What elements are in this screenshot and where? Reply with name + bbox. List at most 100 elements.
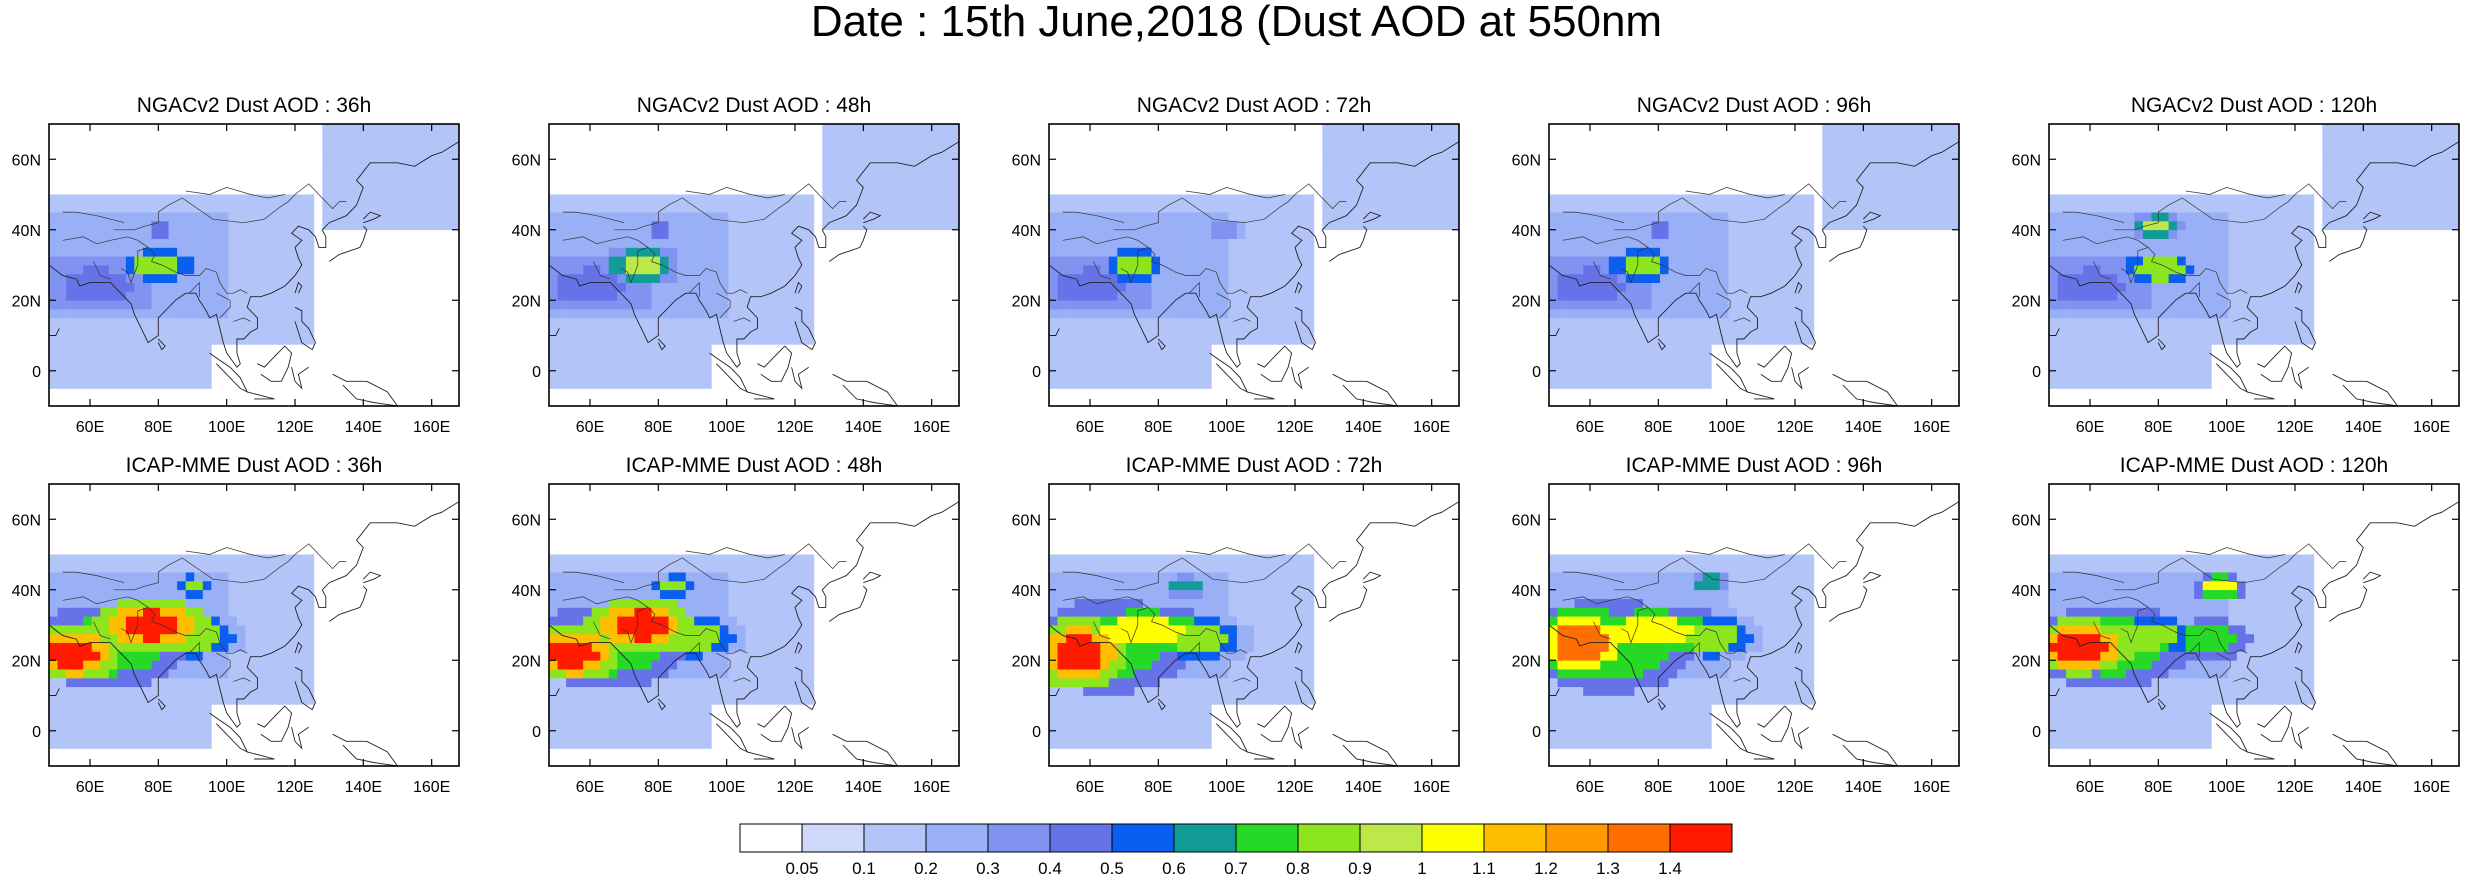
aod-cell <box>1702 194 1712 204</box>
aod-cell <box>1228 309 1238 319</box>
aod-cell <box>1108 309 1118 319</box>
aod-cell <box>1185 256 1195 266</box>
aod-cell <box>185 642 195 652</box>
coastline <box>362 211 382 224</box>
aod-cell <box>1685 212 1695 222</box>
aod-cell <box>450 176 459 187</box>
aod-cell <box>1117 265 1127 275</box>
aod-cell <box>1685 203 1695 213</box>
aod-cell <box>1643 247 1652 257</box>
aod-cell <box>194 361 204 372</box>
aod-cell <box>1882 141 1891 151</box>
aod-cell <box>296 580 306 591</box>
aod-cell <box>1822 159 1832 169</box>
aod-cell <box>899 141 909 151</box>
aod-cell <box>2083 300 2093 310</box>
aod-cell <box>185 203 195 213</box>
aod-cell <box>1566 326 1575 336</box>
aod-cell <box>219 589 229 599</box>
aod-cell <box>296 554 306 564</box>
aod-cell <box>66 572 75 582</box>
aod-cell <box>305 282 315 292</box>
aod-cell <box>1719 256 1729 266</box>
aod-cell <box>74 686 84 696</box>
aod-cell <box>202 326 212 336</box>
aod-cell <box>1728 273 1738 283</box>
aod-cell <box>916 185 926 195</box>
aod-cell <box>1160 326 1169 336</box>
aod-cell <box>668 220 678 231</box>
aod-cell <box>1100 194 1110 204</box>
aod-cell <box>262 335 272 345</box>
aod-cell <box>1677 220 1686 231</box>
aod-cell <box>1365 176 1374 187</box>
aod-cell <box>2416 185 2426 195</box>
aod-cell <box>66 730 75 740</box>
aod-cell <box>779 203 789 213</box>
aod-cell <box>899 194 909 204</box>
aod-cell <box>185 247 195 257</box>
aod-cell <box>796 265 806 275</box>
aod-cell <box>1762 247 1772 257</box>
aod-cell <box>57 291 67 301</box>
aod-cell <box>1668 370 1678 380</box>
aod-cell <box>83 642 93 652</box>
aod-cell <box>1177 309 1186 319</box>
aod-cell <box>160 704 169 714</box>
aod-cell <box>651 344 661 354</box>
aod-cell <box>1279 256 1289 266</box>
aod-cell <box>1694 238 1704 248</box>
aod-cell <box>600 203 610 213</box>
aod-cell <box>91 633 101 643</box>
aod-cell <box>2108 309 2118 319</box>
aod-cell <box>74 677 84 688</box>
aod-cell <box>1365 132 1374 142</box>
aod-cell <box>424 185 434 195</box>
aod-cell <box>711 309 721 319</box>
aod-cell <box>185 572 195 582</box>
aod-cell <box>160 229 169 239</box>
aod-cell <box>2151 220 2161 231</box>
aod-cell <box>1168 326 1178 336</box>
aod-cell <box>245 335 255 345</box>
aod-cell <box>1643 256 1652 266</box>
aod-cell <box>100 370 110 380</box>
country-border <box>185 547 285 559</box>
aod-cell <box>2450 194 2459 204</box>
aod-cell <box>1091 229 1101 239</box>
aod-cell <box>1091 300 1101 310</box>
aod-cell <box>1651 203 1661 213</box>
aod-cell <box>1407 150 1417 160</box>
aod-cell <box>1091 353 1101 363</box>
aod-cell <box>117 379 127 389</box>
aod-cell <box>796 317 806 328</box>
aod-cell <box>583 317 593 328</box>
coastline <box>1794 306 1816 351</box>
aod-cell <box>1660 353 1669 363</box>
aod-cell <box>91 686 101 696</box>
aod-cell <box>933 168 943 178</box>
aod-cell <box>1049 291 1058 301</box>
aod-cell <box>941 168 951 178</box>
aod-cell <box>83 589 93 599</box>
aod-cell <box>382 203 391 213</box>
aod-cell <box>143 633 152 643</box>
aod-cell <box>1117 335 1127 345</box>
coastline <box>1294 281 1303 294</box>
aod-cell <box>1356 159 1366 169</box>
aod-cell <box>848 141 857 151</box>
aod-cell <box>100 361 110 372</box>
aod-cell <box>1288 282 1298 292</box>
aod-cell <box>2160 220 2169 231</box>
aod-cell <box>416 185 426 195</box>
aod-cell <box>1754 300 1763 310</box>
aod-cell <box>711 282 721 292</box>
aod-cell <box>2168 273 2178 283</box>
aod-cell <box>236 335 246 345</box>
aod-cell <box>566 309 575 319</box>
aod-cell <box>1583 256 1593 266</box>
aod-cell <box>1805 229 1815 239</box>
aod-cell <box>1066 379 1075 389</box>
aod-cell <box>322 168 332 178</box>
aod-cell <box>2348 176 2357 187</box>
